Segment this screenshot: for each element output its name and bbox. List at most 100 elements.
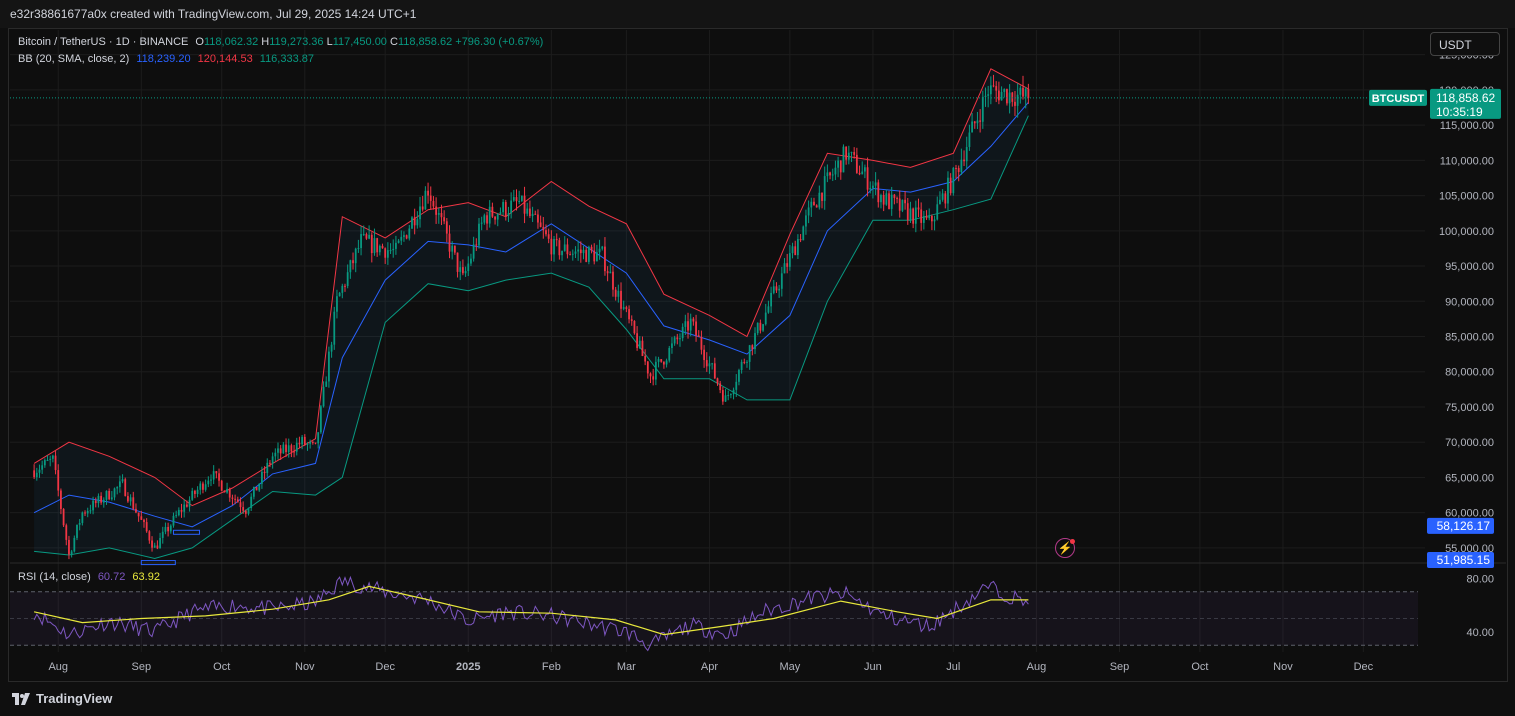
- candle-body: [571, 253, 574, 255]
- symbol-tag-background: [1369, 89, 1427, 106]
- candle-body: [140, 516, 143, 520]
- candle-body: [435, 206, 438, 215]
- candle-body: [783, 263, 786, 274]
- candle-body: [689, 318, 692, 331]
- candle-body: [863, 167, 866, 172]
- lightning-icon[interactable]: ⚡: [1055, 538, 1075, 558]
- price-tag-value: 118,858.62: [1436, 91, 1495, 105]
- candle-body: [601, 246, 604, 249]
- candle-body: [421, 206, 424, 210]
- chart-frame[interactable]: [8, 28, 1508, 682]
- candle-body: [839, 160, 842, 173]
- candle-body: [628, 309, 630, 320]
- candle-body: [673, 337, 676, 344]
- candle-body: [834, 167, 837, 175]
- attribution-text: e32r38861677a0x created with TradingView…: [10, 7, 417, 21]
- time-axis-label: May: [779, 661, 800, 673]
- candle-body: [995, 86, 998, 91]
- candle-body: [963, 159, 965, 162]
- candle-body: [553, 239, 555, 255]
- candle-body: [898, 198, 901, 211]
- candle-body: [472, 244, 475, 259]
- candle-body: [263, 471, 266, 474]
- candle-body: [901, 199, 904, 211]
- candle-body: [622, 307, 625, 309]
- bb-label[interactable]: BB (20, SMA, close, 2): [18, 53, 130, 65]
- candle-body: [177, 509, 180, 516]
- candle-body: [555, 239, 558, 241]
- candle-body: [703, 349, 706, 361]
- candle-body: [802, 226, 805, 241]
- candle-body: [831, 174, 834, 176]
- candle-body: [973, 121, 976, 124]
- candle-body: [1011, 92, 1014, 102]
- candle-body: [987, 94, 990, 96]
- candle-body: [459, 267, 462, 272]
- candle-body: [729, 394, 732, 396]
- candle-body: [373, 238, 376, 254]
- candle-body: [413, 217, 416, 226]
- candle-body: [293, 451, 295, 453]
- candle-body: [118, 481, 121, 488]
- candle-body: [770, 292, 772, 307]
- candle-body: [314, 442, 317, 444]
- rsi-legend: RSI (14, close) 60.72 63.92: [18, 571, 164, 583]
- price-axis-label: 110,000.00: [1440, 155, 1494, 167]
- candle-body: [740, 361, 743, 371]
- candle-body: [196, 489, 199, 494]
- candle-body: [274, 452, 277, 457]
- candle-body: [478, 223, 480, 246]
- candle-body: [888, 193, 890, 209]
- candle-body: [807, 207, 810, 216]
- candle-body: [780, 273, 783, 289]
- candle-body: [148, 531, 151, 541]
- low-value: 117,450.00: [332, 36, 387, 48]
- candle-body: [612, 271, 614, 290]
- candle-body: [947, 177, 949, 204]
- candle-body: [41, 465, 44, 470]
- candle-body: [1006, 89, 1008, 104]
- symbol-title[interactable]: Bitcoin / TetherUS · 1D · BINANCE: [18, 36, 189, 48]
- candle-body: [376, 238, 379, 253]
- tradingview-logo-icon: [12, 692, 30, 705]
- candle-body: [724, 395, 727, 402]
- tradingview-logo[interactable]: TradingView: [12, 691, 112, 706]
- candle-body: [443, 217, 446, 222]
- candle-body: [617, 290, 620, 297]
- candle-body: [271, 456, 274, 464]
- candle-body: [1024, 88, 1027, 97]
- candle-body: [427, 190, 429, 196]
- candle-body: [491, 206, 494, 217]
- candle-body: [344, 285, 346, 287]
- currency-button[interactable]: USDT: [1430, 32, 1500, 56]
- candle-body: [1019, 87, 1022, 95]
- candle-body: [143, 519, 145, 523]
- bb-upper-value: 120,144.53: [197, 53, 253, 65]
- price-axis[interactable]: 125,000.00120,000.00115,000.00110,000.00…: [1439, 50, 1494, 555]
- candle-body: [821, 192, 823, 201]
- candle-body: [282, 444, 285, 454]
- candle-body: [676, 337, 679, 340]
- rsi-pane[interactable]: 80.00 40.00: [10, 573, 1494, 652]
- candle-body: [941, 193, 944, 200]
- bollinger-bands: [33, 68, 1029, 560]
- candle-body: [748, 345, 751, 362]
- candle-body: [984, 95, 987, 97]
- candle-body: [258, 483, 261, 491]
- candle-body: [325, 381, 328, 387]
- candle-body: [207, 480, 210, 485]
- candle-body: [62, 508, 65, 526]
- candle-body: [357, 248, 360, 250]
- candle-body: [247, 507, 250, 514]
- candle-body: [175, 515, 178, 517]
- candle-body: [169, 525, 172, 532]
- time-axis-label: Dec: [1354, 661, 1374, 673]
- time-axis[interactable]: Aug Sep Oct Nov Dec 2025 Feb Mar Apr May Jun Jul Aug…: [48, 661, 1373, 673]
- candle-body: [43, 460, 46, 466]
- rsi-label[interactable]: RSI (14, close): [18, 571, 91, 583]
- candle-body: [858, 172, 861, 175]
- bb-lower-value: 116,333.87: [259, 53, 315, 65]
- candle-body: [759, 322, 762, 331]
- candle-body: [574, 251, 577, 254]
